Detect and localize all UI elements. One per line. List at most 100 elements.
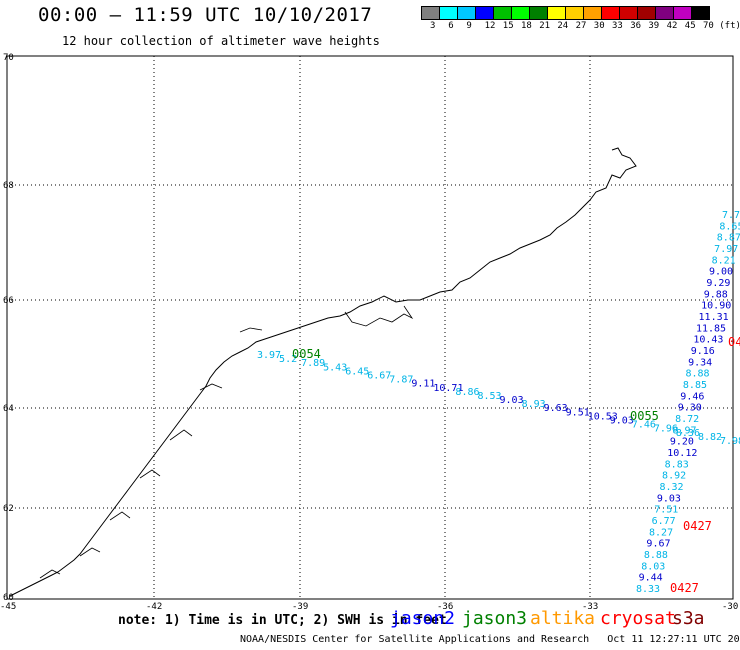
wave-height-value: 8.33 bbox=[636, 584, 660, 595]
wave-height-value: 3.97 bbox=[257, 350, 281, 361]
pass-time-label: 0054 bbox=[292, 347, 321, 361]
wave-height-value: 10.71 bbox=[433, 383, 463, 394]
wave-height-value: 9.03 bbox=[500, 395, 524, 406]
wave-height-value: 9.29 bbox=[706, 278, 730, 289]
lon-label: -45 bbox=[0, 602, 16, 612]
wave-height-value: 7.89 bbox=[301, 358, 325, 369]
wave-height-value: 9.88 bbox=[704, 289, 728, 300]
wave-height-value: 9.03 bbox=[610, 416, 634, 427]
wave-height-value: 7.7 bbox=[722, 210, 740, 221]
color-scale-label: 39 bbox=[648, 21, 660, 31]
wave-height-value: 7.87 bbox=[389, 375, 413, 386]
wave-height-value: 8.93 bbox=[522, 399, 546, 410]
color-scale-label: 21 bbox=[539, 21, 551, 31]
wave-height-value: 8.83 bbox=[665, 459, 689, 470]
wave-height-value: 5.43 bbox=[323, 362, 347, 373]
color-scale-label: 6 bbox=[448, 21, 454, 31]
wave-height-value: 8.53 bbox=[477, 391, 501, 402]
wave-height-value: 6.45 bbox=[345, 366, 369, 377]
color-scale-label: 27 bbox=[575, 21, 587, 31]
legend-item-jason3: jason3 bbox=[462, 608, 528, 629]
color-scale-label: 24 bbox=[557, 21, 569, 31]
wave-height-value: 9.34 bbox=[688, 357, 712, 368]
graticule bbox=[7, 56, 733, 599]
coastline bbox=[9, 147, 637, 597]
wave-height-value: 8.32 bbox=[659, 482, 683, 493]
color-scale-label: 45 bbox=[684, 21, 696, 31]
wave-height-value: 7.97 bbox=[714, 244, 738, 255]
lon-label: -33 bbox=[582, 602, 598, 612]
color-scale-label: 15 bbox=[502, 21, 514, 31]
wave-height-value: 8.82 bbox=[698, 432, 722, 443]
wave-height-value: 8.03 bbox=[641, 561, 665, 572]
wave-height-value: 9.00 bbox=[709, 267, 733, 278]
wave-height-value: 7.96 bbox=[654, 424, 678, 435]
wave-height-value: 8.86 bbox=[455, 387, 479, 398]
credit-line: NOAA/NESDIS Center for Satellite Applica… bbox=[240, 634, 740, 645]
map-subtitle: 12 hour collection of altimeter wave hei… bbox=[62, 34, 380, 48]
wave-height-value: 7.98 bbox=[720, 436, 740, 447]
pass-time-label: 04 bbox=[728, 335, 740, 349]
wave-height-value: 10.90 bbox=[701, 301, 731, 312]
wave-height-value: 10.12 bbox=[667, 448, 697, 459]
wave-height-value: 8.36 bbox=[676, 428, 700, 439]
footnote: note: 1) Time is in UTC; 2) SWH is in fe… bbox=[118, 613, 447, 628]
lon-label: -36 bbox=[437, 602, 453, 612]
wave-height-value: 9.63 bbox=[544, 403, 568, 414]
color-scale-label: 30 bbox=[593, 21, 605, 31]
wave-height-value: 8.27 bbox=[649, 527, 673, 538]
wave-height-value: 9.51 bbox=[566, 407, 590, 418]
wave-height-value: 9.46 bbox=[680, 391, 704, 402]
lat-label: 70 bbox=[3, 53, 14, 63]
wave-height-value: 8.97 bbox=[672, 425, 696, 436]
color-scale-label: 12 bbox=[484, 21, 496, 31]
wave-height-value: 9.20 bbox=[670, 437, 694, 448]
wave-height-value: 10.43 bbox=[693, 335, 723, 346]
lon-label: -39 bbox=[292, 602, 308, 612]
color-scale-label: 18 bbox=[521, 21, 532, 31]
color-scale-label: 36 bbox=[630, 21, 642, 31]
wave-height-value: 9.30 bbox=[678, 403, 702, 414]
color-scale-label: 9 bbox=[466, 21, 472, 31]
legend-item-jason2: jason2 bbox=[390, 608, 456, 629]
wave-height-value: 9.67 bbox=[646, 539, 670, 550]
wave-height-value: 6.67 bbox=[367, 370, 391, 381]
wave-height-value: 11.31 bbox=[699, 312, 729, 323]
color-scale-label: 70 (ft) bbox=[703, 21, 740, 31]
wave-height-value: 8.88 bbox=[686, 369, 710, 380]
wave-height-value: 9.11 bbox=[411, 379, 435, 390]
lat-label: 66 bbox=[3, 296, 14, 306]
legend-item-s3a: s3a bbox=[672, 608, 705, 629]
coastline-detail bbox=[39, 305, 414, 579]
color-scale-label: 33 bbox=[612, 21, 623, 31]
wave-height-value: 8.88 bbox=[644, 550, 668, 561]
color-scale-labels: 3 6 9 12 15 18 21 24 27 30 33 36 39 42 45 70 (ft) bbox=[422, 21, 740, 33]
wave-height-value: 8.92 bbox=[662, 471, 686, 482]
wave-height-value: 6.77 bbox=[652, 516, 676, 527]
lat-label: 60 bbox=[3, 593, 14, 603]
map-frame bbox=[6, 55, 734, 600]
color-scale-label: 42 bbox=[666, 21, 678, 31]
wave-height-value: 8.87 bbox=[717, 233, 740, 244]
legend-item-cryosat: cryosat bbox=[600, 608, 676, 629]
lon-label: -42 bbox=[146, 602, 162, 612]
wave-height-value: 8.85 bbox=[683, 380, 707, 391]
lon-label: -30 bbox=[722, 602, 738, 612]
lat-label: 62 bbox=[3, 504, 14, 514]
pass-time-label: 0055 bbox=[630, 409, 659, 423]
wave-height-value: 9.44 bbox=[639, 573, 663, 584]
lat-label: 68 bbox=[3, 181, 14, 191]
wave-height-value: 8.65 bbox=[719, 221, 740, 232]
color-scale-swatch bbox=[691, 6, 710, 20]
pass-time-label: 0427 bbox=[670, 581, 699, 595]
wave-height-value: 5.2 bbox=[279, 354, 297, 365]
wave-height-value: 9.16 bbox=[691, 346, 715, 357]
wave-height-value: 10.53 bbox=[588, 411, 618, 422]
pass-time-label: 0427 bbox=[683, 519, 712, 533]
map-title: 00:00 – 11:59 UTC 10/10/2017 bbox=[38, 4, 373, 26]
wave-height-value: 7.51 bbox=[654, 505, 678, 516]
wave-height-value: 9.03 bbox=[657, 493, 681, 504]
wave-height-value: 7.46 bbox=[632, 420, 656, 431]
color-scale-label: 3 bbox=[430, 21, 436, 31]
